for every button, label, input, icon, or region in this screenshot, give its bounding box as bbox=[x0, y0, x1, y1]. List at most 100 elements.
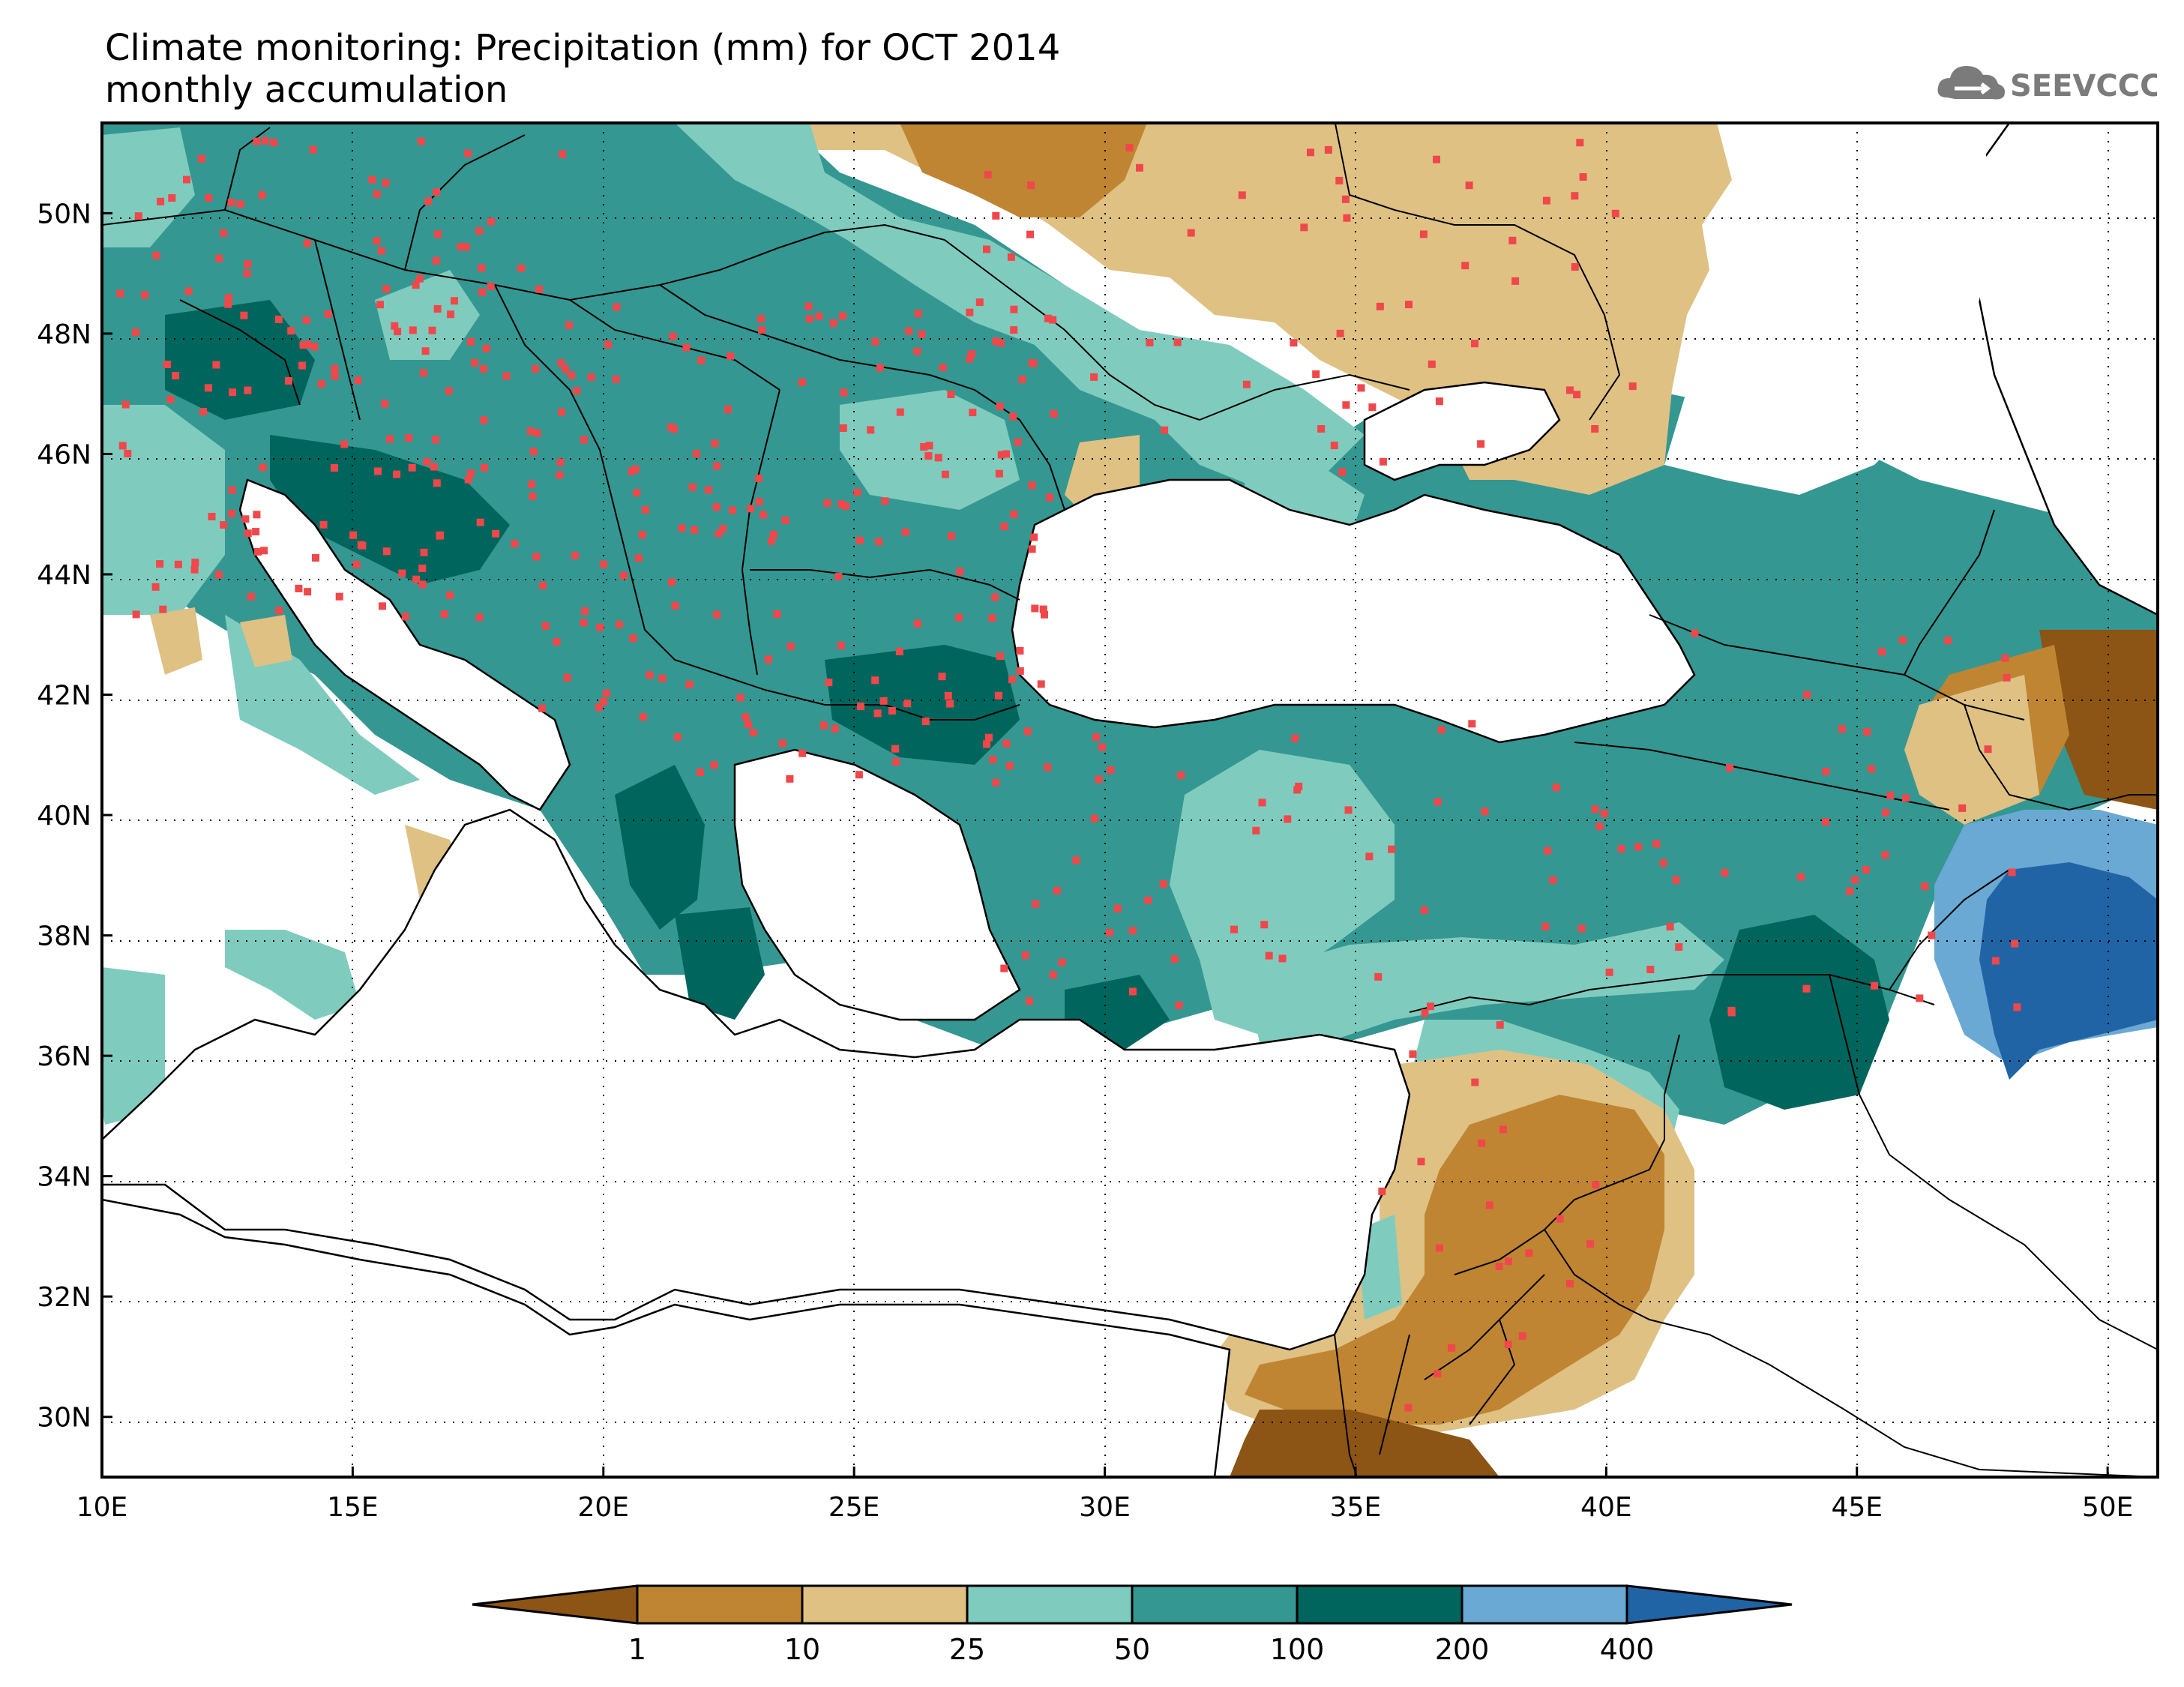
station-marker bbox=[834, 572, 843, 580]
station-marker bbox=[259, 463, 267, 472]
sea-mask bbox=[102, 123, 2158, 1351]
station-marker bbox=[532, 364, 540, 373]
station-marker bbox=[299, 341, 307, 349]
station-marker bbox=[1291, 734, 1299, 742]
station-marker bbox=[317, 380, 325, 388]
colorbar-segment bbox=[801, 1584, 969, 1625]
station-marker bbox=[778, 739, 786, 748]
station-marker bbox=[247, 592, 255, 601]
colorbar-label: 50 bbox=[1114, 1633, 1150, 1666]
station-marker bbox=[151, 583, 160, 591]
station-marker bbox=[401, 613, 409, 621]
station-marker bbox=[966, 355, 974, 363]
station-marker bbox=[240, 311, 248, 319]
station-marker bbox=[805, 315, 813, 323]
station-marker bbox=[220, 229, 228, 237]
colorbar-segment bbox=[472, 1584, 639, 1625]
station-marker bbox=[132, 328, 139, 337]
station-marker bbox=[823, 499, 831, 507]
station-marker bbox=[892, 758, 900, 766]
station-marker bbox=[394, 328, 402, 336]
station-marker bbox=[1002, 739, 1011, 748]
station-marker bbox=[471, 358, 479, 367]
station-marker bbox=[1000, 523, 1008, 531]
station-marker bbox=[462, 243, 470, 251]
station-marker bbox=[994, 691, 1002, 700]
station-marker bbox=[434, 230, 442, 238]
station-marker bbox=[492, 529, 500, 538]
station-marker bbox=[244, 386, 252, 394]
station-marker bbox=[254, 547, 262, 556]
station-marker bbox=[939, 364, 947, 372]
station-marker bbox=[1605, 968, 1613, 976]
station-marker bbox=[2011, 939, 2019, 948]
logo-text: SEEVCCC bbox=[2010, 69, 2157, 103]
station-marker bbox=[1010, 326, 1018, 334]
station-marker bbox=[1295, 782, 1303, 790]
station-marker bbox=[174, 560, 182, 568]
colorbar-label: 100 bbox=[1270, 1633, 1325, 1666]
station-marker bbox=[913, 619, 921, 628]
station-marker bbox=[712, 503, 721, 511]
station-marker bbox=[253, 511, 261, 519]
station-marker bbox=[467, 337, 475, 346]
station-marker bbox=[934, 454, 942, 462]
station-marker bbox=[873, 709, 882, 718]
station-marker bbox=[685, 680, 694, 688]
station-marker bbox=[1417, 1158, 1425, 1166]
station-marker bbox=[984, 733, 993, 742]
station-marker bbox=[502, 372, 511, 380]
station-marker bbox=[1499, 1125, 1507, 1134]
station-marker bbox=[1434, 798, 1442, 806]
station-marker bbox=[1591, 425, 1599, 433]
station-marker bbox=[595, 703, 603, 712]
station-marker bbox=[628, 467, 636, 475]
colorbar-label: 10 bbox=[784, 1633, 820, 1666]
station-marker bbox=[713, 610, 721, 619]
station-marker bbox=[1420, 906, 1428, 914]
station-marker bbox=[755, 475, 762, 483]
station-marker bbox=[921, 718, 930, 725]
station-marker bbox=[1105, 928, 1113, 936]
lon-tick-label: 10E bbox=[76, 1492, 128, 1523]
station-marker bbox=[1592, 1181, 1600, 1189]
station-marker bbox=[1238, 191, 1246, 199]
station-marker bbox=[553, 638, 561, 646]
station-marker bbox=[1577, 924, 1586, 933]
station-marker bbox=[1566, 1280, 1574, 1288]
station-marker bbox=[373, 237, 381, 245]
station-marker bbox=[1290, 339, 1298, 347]
station-marker bbox=[1376, 302, 1384, 310]
station-marker bbox=[562, 365, 570, 373]
colorbar-label: 400 bbox=[1600, 1633, 1655, 1666]
station-marker bbox=[557, 359, 565, 367]
station-marker bbox=[1511, 277, 1520, 285]
station-marker bbox=[1409, 1050, 1417, 1058]
station-marker bbox=[982, 740, 990, 748]
station-marker bbox=[1177, 772, 1185, 779]
station-marker bbox=[243, 269, 251, 277]
station-marker bbox=[433, 304, 442, 313]
station-marker bbox=[1317, 425, 1326, 433]
station-marker bbox=[1014, 438, 1022, 446]
station-marker bbox=[1846, 887, 1854, 895]
colorbar-segment bbox=[1131, 1584, 1299, 1625]
station-marker bbox=[1242, 380, 1251, 388]
station-marker bbox=[891, 745, 899, 753]
station-marker bbox=[671, 601, 679, 610]
station-marker bbox=[236, 200, 244, 208]
station-marker bbox=[1468, 720, 1476, 728]
station-marker bbox=[1958, 804, 1967, 812]
station-marker bbox=[1128, 987, 1137, 996]
station-marker bbox=[482, 344, 490, 352]
station-marker bbox=[1595, 823, 1604, 831]
station-marker bbox=[526, 427, 535, 436]
station-marker bbox=[368, 175, 376, 184]
station-marker bbox=[639, 713, 647, 721]
station-marker bbox=[535, 285, 544, 293]
station-marker bbox=[1046, 493, 1053, 502]
station-marker bbox=[303, 239, 311, 247]
station-marker bbox=[837, 500, 846, 508]
station-marker bbox=[124, 450, 132, 457]
station-marker bbox=[815, 312, 823, 320]
